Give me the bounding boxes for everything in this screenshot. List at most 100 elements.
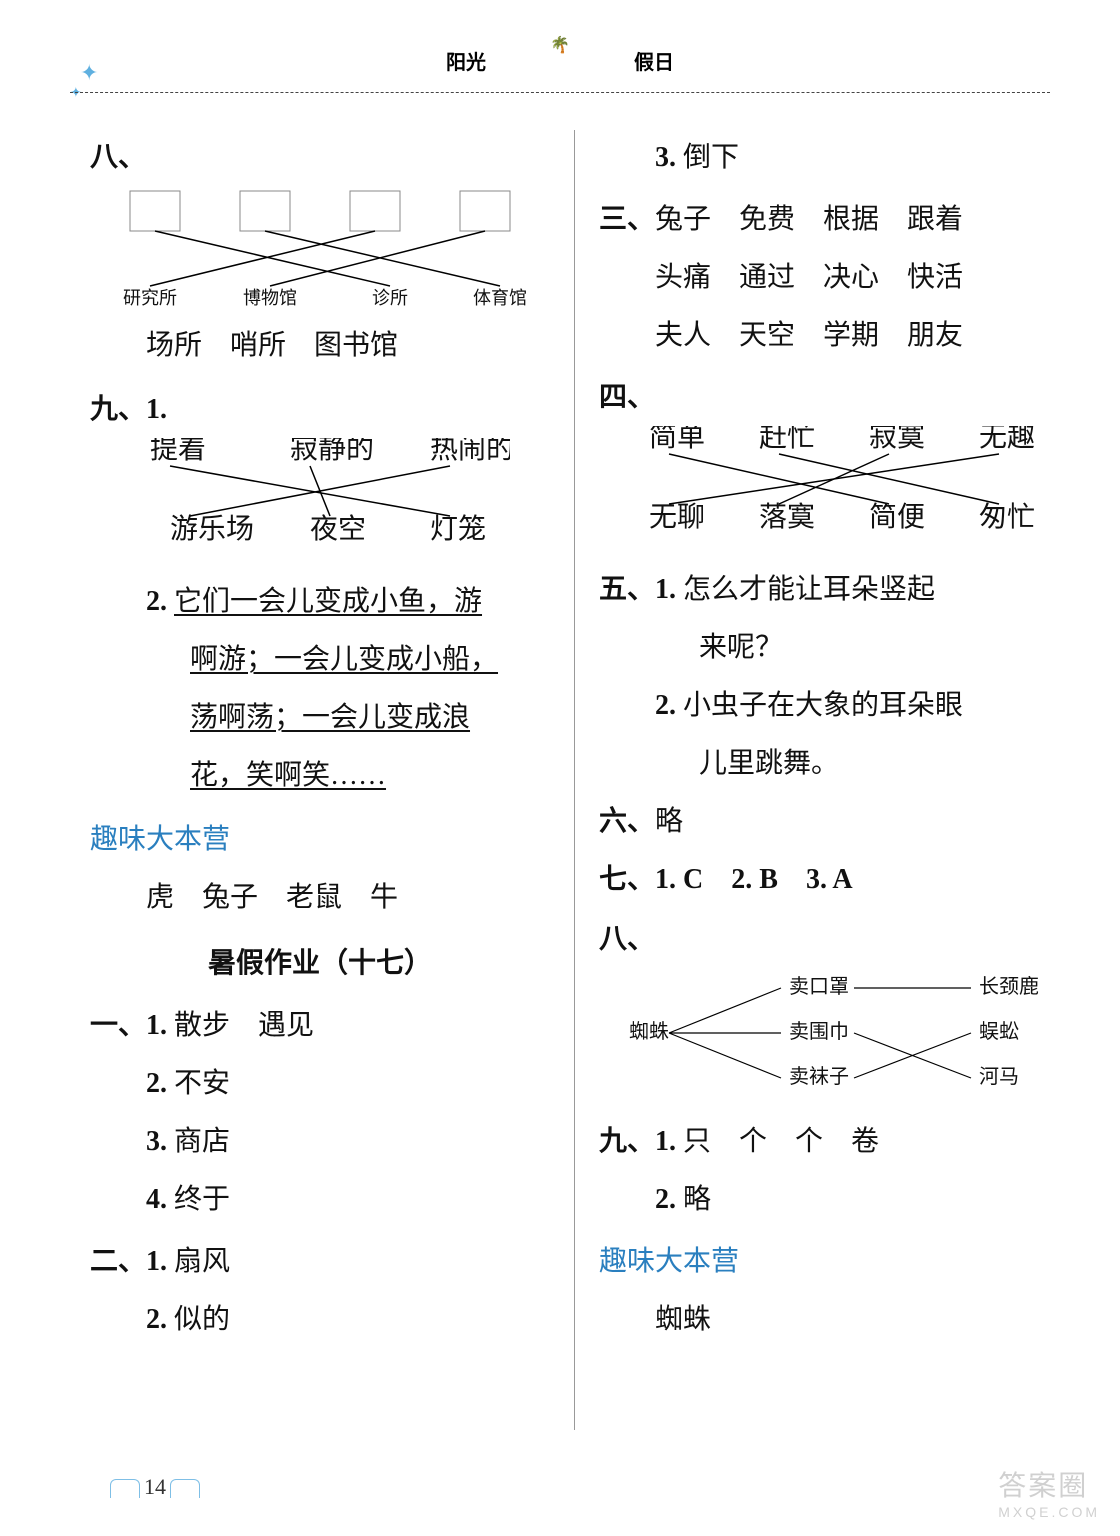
answer-text: 头痛 通过 决心 快活 xyxy=(599,250,1060,306)
answer-text: 来呢？ xyxy=(599,620,1060,676)
q-num: 2. xyxy=(146,586,167,617)
list-item: 2. 略 xyxy=(599,1172,1060,1228)
svg-text:匆忙: 匆忙 xyxy=(979,501,1035,533)
sec-label: 九、 xyxy=(90,394,146,425)
svg-text:体育馆: 体育馆 xyxy=(473,288,527,308)
list-item: 2. 不安 xyxy=(90,1056,550,1112)
answer-text: 夫人 天空 学期 朋友 xyxy=(599,308,1060,364)
sec-label: 二、 xyxy=(90,1246,146,1277)
q2-line: 它们一会儿变成小鱼，游 xyxy=(174,586,482,617)
four-diagram: 简单赶忙寂寞无趣无聊落寞简便匆忙 xyxy=(599,438,1039,469)
eight-top-diagram: 研究所博物馆诊所体育馆 xyxy=(90,198,530,229)
q2-line: 花，笑啊笑…… xyxy=(90,748,550,804)
q-num: 2. xyxy=(655,690,676,721)
right-six: 六、略 xyxy=(599,794,1060,850)
q-num: 2. xyxy=(655,1184,676,1215)
q-num: 2. xyxy=(146,1304,167,1335)
answer-text: 小虫子在大象的耳朵眼 xyxy=(683,690,963,721)
answer-text: 散步 遇见 xyxy=(174,1010,314,1041)
right-column: 3. 倒下 三、兔子 免费 根据 跟着 头痛 通过 决心 快活 夫人 天空 学期… xyxy=(575,130,1060,1430)
svg-text:卖袜子: 卖袜子 xyxy=(789,1065,849,1088)
list-item: 4. 终于 xyxy=(90,1172,550,1228)
svg-text:寂静的: 寂静的 xyxy=(290,438,374,465)
fun-line: 蜘蛛 xyxy=(599,1292,1060,1348)
answer-text: 只 个 个 卷 xyxy=(683,1126,879,1157)
svg-text:卖围巾: 卖围巾 xyxy=(789,1020,849,1043)
svg-text:长颈鹿: 长颈鹿 xyxy=(979,975,1039,998)
q-num: 1. xyxy=(655,574,676,605)
svg-text:河马: 河马 xyxy=(979,1065,1019,1088)
svg-text:热闹的: 热闹的 xyxy=(430,438,510,465)
q: 1. C xyxy=(655,864,703,895)
answer-text: 不安 xyxy=(174,1068,230,1099)
svg-text:灯笼: 灯笼 xyxy=(430,513,486,545)
page: ✦ ✦ 阳光 🌴 假日 八、 xyxy=(0,0,1120,1536)
svg-text:简便: 简便 xyxy=(869,501,925,533)
homework-title: 暑假作业（十七） xyxy=(90,936,550,992)
svg-text:蜈蚣: 蜈蚣 xyxy=(979,1020,1019,1043)
q: 3. A xyxy=(806,864,853,895)
svg-text:简单: 简单 xyxy=(649,426,705,453)
sec-label: 八、 xyxy=(599,924,655,955)
answer-text: 略 xyxy=(655,806,683,837)
star-icon: ✦ xyxy=(80,60,98,86)
answer-text: 商店 xyxy=(174,1126,230,1157)
columns: 八、 xyxy=(90,130,1060,1430)
left-nine: 九、1. 提着寂静的热闹的游乐场夜空灯笼 xyxy=(90,382,550,568)
sec-label: 六、 xyxy=(599,806,655,837)
answer-text: 似的 xyxy=(174,1304,230,1335)
svg-text:赶忙: 赶忙 xyxy=(759,426,815,453)
fun-line: 虎 兔子 老鼠 牛 xyxy=(90,870,550,926)
answer-text: 兔子 免费 根据 跟着 xyxy=(655,204,963,235)
page-number: 14 xyxy=(106,1474,204,1500)
svg-text:诊所: 诊所 xyxy=(372,288,408,308)
sec-label: 一、 xyxy=(90,1010,146,1041)
sec-label: 九、 xyxy=(599,1126,655,1157)
answer-text: 扇风 xyxy=(174,1246,230,1277)
sec-label: 七、 xyxy=(599,864,655,895)
svg-text:游乐场: 游乐场 xyxy=(170,513,254,545)
watermark-small: MXQE.COM xyxy=(998,1504,1100,1520)
q-num: 1. xyxy=(146,1010,167,1041)
q-num: 3. xyxy=(146,1126,167,1157)
q2-line: 啊游；一会儿变成小船， xyxy=(90,632,550,688)
svg-text:无趣: 无趣 xyxy=(979,426,1035,453)
header-left: 阳光 xyxy=(436,40,496,81)
answer-text: 怎么才能让耳朵竖起 xyxy=(683,574,935,605)
watermark: 答案圈 MXQE.COM xyxy=(998,1464,1100,1520)
svg-text:落寞: 落寞 xyxy=(759,501,815,533)
answer-text: 略 xyxy=(683,1184,711,1215)
answer-text: 儿里跳舞。 xyxy=(599,736,1060,792)
q-num: 4. xyxy=(146,1184,167,1215)
answer-text: 终于 xyxy=(174,1184,230,1215)
right-three: 三、兔子 免费 根据 跟着 xyxy=(599,192,1060,248)
sec-label: 八、 xyxy=(90,142,146,173)
list-item: 3. 商店 xyxy=(90,1114,550,1170)
right-nine: 九、1. 只 个 个 卷 xyxy=(599,1114,1060,1170)
left-eight-extra: 场所 哨所 图书馆 xyxy=(90,318,550,374)
svg-text:夜空: 夜空 xyxy=(310,513,366,545)
star-icon: ✦ xyxy=(70,85,82,102)
right-eight: 八、蜘蛛卖口罩卖围巾卖袜子长颈鹿蜈蚣河马 xyxy=(599,912,1060,1108)
answer-text: 倒下 xyxy=(683,142,739,173)
left-two: 二、1. 扇风 xyxy=(90,1234,550,1290)
q-num: 3. xyxy=(655,142,676,173)
palm-icon: 🌴 xyxy=(500,35,620,75)
q-num: 1. xyxy=(146,394,167,425)
left-nine-q2: 2. 它们一会儿变成小鱼，游 xyxy=(90,574,550,630)
svg-text:无聊: 无聊 xyxy=(649,501,705,533)
nine-q1-diagram: 提着寂静的热闹的游乐场夜空灯笼 xyxy=(90,450,510,481)
header-right: 假日 xyxy=(624,40,684,81)
header-divider xyxy=(70,92,1050,93)
left-column: 八、 xyxy=(90,130,575,1430)
svg-text:博物馆: 博物馆 xyxy=(243,288,297,308)
sec-label: 五、 xyxy=(599,574,655,605)
watermark-big: 答案圈 xyxy=(998,1470,1088,1501)
left-one: 一、1. 散步 遇见 xyxy=(90,998,550,1054)
svg-text:提着: 提着 xyxy=(150,438,206,465)
right-seven: 七、1. C 2. B 3. A xyxy=(599,852,1060,908)
list-item: 2. 似的 xyxy=(90,1292,550,1348)
list-item: 2. 小虫子在大象的耳朵眼 xyxy=(599,678,1060,734)
q2-line: 荡啊荡；一会儿变成浪 xyxy=(90,690,550,746)
right-two-cont: 3. 倒下 xyxy=(599,130,1060,186)
